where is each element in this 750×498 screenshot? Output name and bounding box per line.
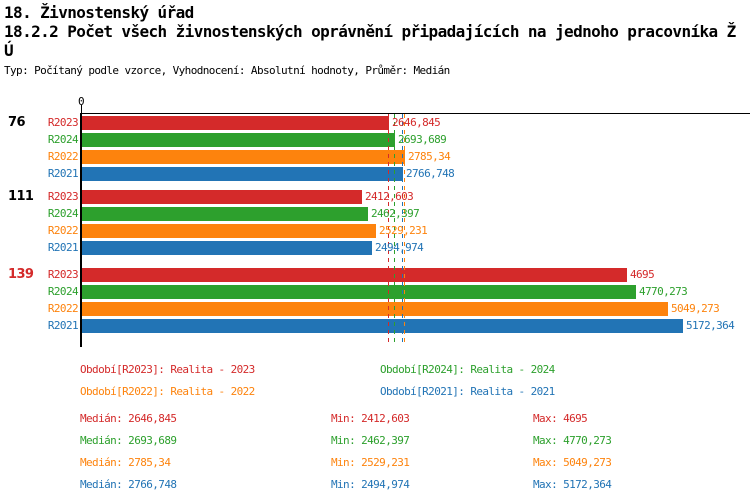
bar-value-label-R2024-group-76: 2693,689: [398, 133, 447, 146]
bar-row-label-R2022: R2022: [47, 150, 79, 163]
x-axis-zero-tick: [81, 105, 82, 113]
stat-max-R2024: Max: 4770,273: [533, 434, 612, 447]
median-line-R2024: [394, 114, 395, 345]
bar-value-label-R2022-group-139: 5049,273: [671, 302, 720, 315]
bar-row-label-R2023: R2023: [47, 268, 79, 281]
bar-value-label-R2024-group-139: 4770,273: [639, 285, 688, 298]
bar-row-label-R2023: R2023: [47, 116, 79, 129]
bar-value-label-R2024-group-111: 2462,397: [371, 207, 420, 220]
chart-title-line1: 18.2.2 Počet všech živnostenských oprávn…: [4, 22, 736, 41]
bar-value-label-R2023-group-76: 2646,845: [392, 116, 441, 129]
bar-row-label-R2023: R2023: [47, 190, 79, 203]
page-title: 18. Živnostenský úřad: [4, 3, 194, 22]
bar-chart: 0 76 R2023 2646,845 R2024 2693,689 R2022 2785,…: [8, 95, 750, 347]
stat-max-R2021: Max: 5172,364: [533, 478, 612, 491]
stat-median-R2024: Medián: 2693,689: [80, 434, 177, 447]
bar-row-label-R2021: R2021: [47, 319, 79, 332]
bar-row-label-R2021: R2021: [47, 167, 79, 180]
bar-row-label-R2022: R2022: [47, 302, 79, 315]
legend-item-R2021: Období[R2021]: Realita - 2021: [380, 385, 555, 398]
x-axis-line: [81, 113, 750, 114]
stat-median-R2022: Medián: 2785,34: [80, 456, 171, 469]
median-line-R2021: [402, 114, 403, 345]
stat-min-R2021: Min: 2494,974: [331, 478, 410, 491]
stat-min-R2023: Min: 2412,603: [331, 412, 410, 425]
stat-median-R2023: Medián: 2646,845: [80, 412, 177, 425]
stat-max-R2022: Max: 5049,273: [533, 456, 612, 469]
bar-value-label-R2023-group-139: 4695: [630, 268, 655, 281]
bar-R2024-group-76: [82, 133, 395, 147]
bar-value-label-R2023-group-111: 2412,603: [365, 190, 414, 203]
group-label-111: 111: [8, 189, 34, 204]
y-axis-line: [80, 113, 82, 347]
bar-value-label-R2021-group-76: 2766,748: [406, 167, 455, 180]
bar-row-label-R2021: R2021: [47, 241, 79, 254]
legend-item-R2023: Období[R2023]: Realita - 2023: [80, 363, 255, 376]
bar-R2021-group-111: [82, 241, 372, 255]
bar-row-label-R2024: R2024: [47, 285, 79, 298]
bar-R2023-group-111: [82, 190, 362, 204]
bar-R2022-group-111: [82, 224, 376, 238]
stat-max-R2023: Max: 4695: [533, 412, 588, 425]
bar-value-label-R2021-group-139: 5172,364: [686, 319, 735, 332]
bar-row-label-R2024: R2024: [47, 207, 79, 220]
bar-R2023-group-139: [82, 268, 627, 282]
median-line-R2022: [404, 114, 405, 345]
bar-R2024-group-111: [82, 207, 368, 221]
chart-title-line2: Ú: [4, 41, 14, 60]
median-line-R2023: [388, 114, 389, 345]
bar-R2022-group-139: [82, 302, 668, 316]
bar-R2023-group-76: [82, 116, 389, 130]
bar-row-label-R2022: R2022: [47, 224, 79, 237]
legend-item-R2022: Období[R2022]: Realita - 2022: [80, 385, 255, 398]
group-label-76: 76: [8, 115, 26, 130]
bar-R2022-group-76: [82, 150, 405, 164]
x-axis-zero-label: 0: [77, 95, 85, 108]
stat-min-R2022: Min: 2529,231: [331, 456, 410, 469]
stat-min-R2024: Min: 2462,397: [331, 434, 410, 447]
group-label-139: 139: [8, 267, 34, 282]
bar-value-label-R2022-group-111: 2529,231: [379, 224, 428, 237]
bar-R2021-group-139: [82, 319, 683, 333]
bar-value-label-R2021-group-111: 2494,974: [375, 241, 424, 254]
bar-R2024-group-139: [82, 285, 636, 299]
stat-median-R2021: Medián: 2766,748: [80, 478, 177, 491]
legend-item-R2024: Období[R2024]: Realita - 2024: [380, 363, 555, 376]
bar-R2021-group-76: [82, 167, 403, 181]
bar-value-label-R2022-group-76: 2785,34: [408, 150, 451, 163]
bar-row-label-R2024: R2024: [47, 133, 79, 146]
chart-subtitle: Typ: Počítaný podle vzorce, Vyhodnocení:…: [4, 64, 450, 77]
